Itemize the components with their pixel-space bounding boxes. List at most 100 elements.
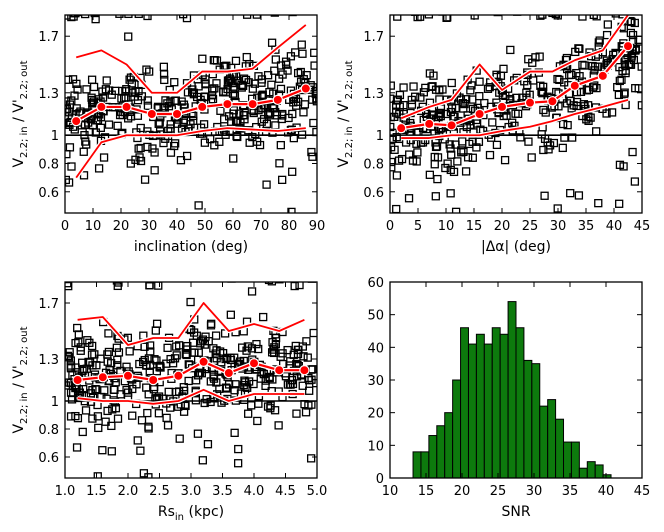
data-point bbox=[305, 386, 314, 395]
histogram-bar bbox=[507, 301, 517, 479]
data-point bbox=[252, 339, 261, 349]
data-point bbox=[102, 76, 111, 85]
x-tick-label: 45 bbox=[634, 219, 651, 234]
data-point bbox=[166, 148, 176, 157]
data-point bbox=[212, 346, 221, 355]
data-point bbox=[483, 84, 493, 93]
y-tick-label: 0.8 bbox=[38, 423, 59, 438]
x-axis-label: |Δα| (deg) bbox=[481, 239, 551, 255]
data-point bbox=[71, 338, 80, 348]
data-point bbox=[602, 30, 612, 40]
data-point bbox=[541, 108, 550, 117]
data-point bbox=[87, 350, 97, 359]
data-point bbox=[309, 328, 317, 338]
data-point bbox=[409, 82, 418, 91]
data-point bbox=[163, 421, 173, 430]
data-point bbox=[270, 15, 279, 17]
data-point bbox=[293, 349, 303, 359]
data-point bbox=[271, 45, 280, 54]
data-point bbox=[499, 64, 508, 73]
data-point bbox=[272, 111, 282, 120]
data-point bbox=[562, 99, 572, 108]
data-point bbox=[535, 52, 544, 61]
data-point bbox=[282, 60, 291, 69]
data-point bbox=[241, 378, 250, 387]
data-point bbox=[466, 86, 475, 95]
x-axis-label: SNR bbox=[501, 504, 530, 520]
y-tick-label: 0.6 bbox=[363, 186, 384, 201]
data-point bbox=[602, 56, 612, 65]
data-point bbox=[278, 175, 287, 185]
data-point bbox=[276, 140, 285, 150]
histogram-bar bbox=[491, 327, 501, 479]
data-point bbox=[227, 282, 236, 283]
data-point bbox=[79, 171, 89, 180]
data-point bbox=[310, 48, 317, 57]
data-point bbox=[278, 109, 287, 119]
data-point bbox=[297, 40, 306, 49]
data-point bbox=[413, 148, 422, 157]
histogram-bar bbox=[499, 333, 509, 479]
x-tick-label: 3.0 bbox=[181, 484, 202, 499]
data-point bbox=[524, 137, 533, 146]
data-point bbox=[93, 472, 102, 478]
data-point bbox=[73, 414, 83, 423]
data-point bbox=[555, 75, 564, 84]
data-point bbox=[306, 454, 316, 463]
y-tick-label: 0.6 bbox=[38, 186, 59, 201]
data-point bbox=[98, 446, 107, 455]
upper-percentile-line bbox=[400, 15, 629, 120]
data-point bbox=[221, 354, 230, 364]
data-point bbox=[136, 123, 145, 133]
data-point bbox=[307, 147, 316, 157]
data-point bbox=[65, 175, 70, 185]
data-point bbox=[462, 122, 471, 132]
data-point bbox=[268, 103, 277, 112]
data-point bbox=[611, 15, 620, 18]
data-point bbox=[563, 120, 572, 130]
data-point bbox=[194, 201, 203, 210]
data-point bbox=[240, 376, 249, 385]
plot-area bbox=[65, 15, 317, 213]
data-point bbox=[76, 343, 85, 352]
data-point bbox=[522, 88, 531, 97]
data-point bbox=[626, 28, 636, 38]
data-point bbox=[122, 385, 131, 395]
median-marker bbox=[196, 101, 208, 113]
axes-frame bbox=[64, 14, 318, 214]
x-tick-label: 70 bbox=[253, 219, 270, 234]
median-marker bbox=[223, 367, 234, 379]
data-point bbox=[182, 151, 192, 161]
median-marker bbox=[622, 40, 634, 52]
data-point bbox=[613, 82, 622, 92]
data-point bbox=[572, 68, 581, 78]
data-point bbox=[143, 15, 152, 21]
data-point bbox=[174, 387, 184, 396]
median-marker bbox=[547, 96, 558, 107]
data-point bbox=[179, 407, 189, 416]
data-point bbox=[257, 92, 267, 101]
data-point bbox=[233, 459, 243, 468]
data-point bbox=[190, 348, 199, 357]
data-point bbox=[263, 71, 273, 80]
data-point bbox=[485, 83, 494, 92]
data-point bbox=[103, 406, 112, 416]
data-point bbox=[231, 56, 241, 66]
data-point bbox=[475, 77, 484, 86]
data-point bbox=[286, 52, 296, 61]
data-point bbox=[112, 343, 121, 352]
median-marker bbox=[247, 98, 258, 110]
histogram-bar bbox=[428, 435, 438, 479]
data-point bbox=[392, 204, 401, 213]
data-point bbox=[170, 354, 180, 363]
data-point bbox=[148, 144, 157, 153]
data-point bbox=[293, 68, 303, 78]
data-point bbox=[115, 15, 124, 18]
data-point bbox=[492, 140, 502, 150]
data-point bbox=[267, 38, 277, 47]
data-point bbox=[603, 20, 612, 29]
data-point bbox=[412, 139, 421, 148]
data-point bbox=[90, 15, 99, 18]
histogram-bar bbox=[452, 379, 462, 479]
median-marker bbox=[147, 374, 159, 386]
